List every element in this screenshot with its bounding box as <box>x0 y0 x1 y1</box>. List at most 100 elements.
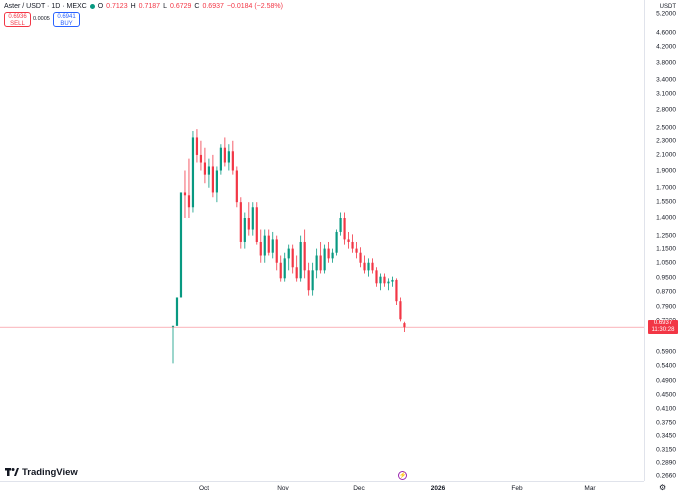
time-tick-label: Nov <box>277 485 289 492</box>
candle-body <box>303 241 306 271</box>
candle-body <box>367 262 370 271</box>
price-tick-label: 5.2000 <box>656 10 676 18</box>
candle <box>183 170 187 218</box>
candle-body <box>335 231 338 253</box>
candle <box>175 297 179 326</box>
time-tick-label: Dec <box>353 485 365 492</box>
price-tick-label: 2.5000 <box>656 124 676 132</box>
candle-body <box>247 218 250 230</box>
tradingview-logo[interactable]: TradingView <box>5 467 78 478</box>
candle <box>171 325 175 364</box>
candle-body <box>271 239 274 253</box>
chart-area[interactable] <box>0 0 644 481</box>
candle <box>187 158 191 218</box>
candle <box>391 276 394 287</box>
candle-body <box>287 248 290 259</box>
candle-body <box>299 241 302 279</box>
time-axis[interactable]: Oct Nov Dec 2026 Feb Mar <box>0 481 644 495</box>
candle-body <box>375 270 378 284</box>
candle-body <box>391 279 394 282</box>
candle <box>315 248 318 279</box>
candle-body <box>215 170 218 193</box>
candle <box>219 144 222 175</box>
market-status-icon <box>89 4 95 9</box>
time-tick-label: Mar <box>584 485 596 492</box>
time-tick-label: Feb <box>511 485 523 492</box>
price-tick-label: 0.4900 <box>656 377 676 385</box>
spread-value: 0.0005 <box>33 16 50 22</box>
price-chart[interactable] <box>0 0 644 481</box>
symbol-title[interactable]: Aster / USDT · 1D · MEXC <box>4 3 87 10</box>
candle <box>335 229 338 256</box>
candle <box>195 129 199 163</box>
candle <box>291 244 294 274</box>
high-value: 0.7187 <box>138 3 161 10</box>
price-tick-label: 2.3000 <box>656 137 676 145</box>
candle <box>259 229 262 263</box>
price-tick-label: 3.1000 <box>656 90 676 98</box>
buy-label: BUY <box>60 20 73 27</box>
candle <box>247 202 250 236</box>
candle-body <box>363 262 366 271</box>
candle-body <box>275 239 278 263</box>
price-axis[interactable]: USDT 5.2000 4.6000 4.2000 3.8000 3.4000 3.100… <box>644 0 680 481</box>
candle <box>323 244 326 274</box>
brand-name: TradingView <box>22 467 78 478</box>
candle <box>231 140 234 175</box>
candle-body <box>331 252 334 259</box>
time-tick-label: 2026 <box>430 485 446 492</box>
candle-body <box>403 323 406 328</box>
candle-body <box>191 137 195 208</box>
candle <box>375 267 378 287</box>
candle <box>263 229 266 263</box>
candle <box>287 244 290 271</box>
candle-body <box>347 239 350 242</box>
low-value: 0.6729 <box>169 3 192 10</box>
candle <box>191 130 195 213</box>
candle <box>399 297 402 322</box>
low-label: L <box>163 3 167 10</box>
candle-body <box>223 147 226 163</box>
time-tick-label: Oct <box>198 485 210 492</box>
change-value: −0.0184 (−2.58%) <box>226 3 283 10</box>
candle-body <box>311 270 314 291</box>
candle-body <box>379 276 382 284</box>
price-tick-label: 1.4000 <box>656 214 676 222</box>
candle-body <box>339 218 342 232</box>
candle-body <box>227 151 230 163</box>
sell-price: 0.6936 <box>8 14 27 20</box>
candle <box>227 144 230 171</box>
price-tick-label: 2.1000 <box>656 151 676 159</box>
current-price-tag: 0.6937 11:30:28 <box>648 320 678 335</box>
buy-price: 0.6941 <box>57 14 76 20</box>
buy-button[interactable]: 0.6941 BUY <box>53 12 80 27</box>
sell-button[interactable]: 0.6936 SELL <box>4 12 31 27</box>
price-tick-label: 0.2890 <box>656 459 676 467</box>
gear-icon[interactable]: ⚙ <box>659 483 667 492</box>
candle <box>239 197 242 249</box>
candle <box>267 229 270 256</box>
candle <box>331 248 334 263</box>
candle-body <box>315 255 318 271</box>
candle <box>243 212 246 249</box>
price-tick-label: 0.7900 <box>656 303 676 311</box>
currency-label[interactable]: USDT <box>659 4 676 10</box>
flash-icon[interactable]: ⚡ <box>398 471 407 480</box>
candle <box>271 231 274 259</box>
candle <box>347 231 350 249</box>
open-value: 0.7123 <box>106 3 128 10</box>
candle <box>367 258 370 277</box>
candle <box>211 154 214 198</box>
price-tick-label: 1.2500 <box>656 232 676 240</box>
price-tick-label: 0.3450 <box>656 432 676 440</box>
candle-body <box>307 270 310 291</box>
current-price-value: 0.6937 <box>653 320 673 327</box>
candle-body <box>187 195 191 208</box>
price-tick-label: 1.5500 <box>656 198 676 206</box>
candle <box>283 252 286 282</box>
candle-body <box>183 192 187 196</box>
candle-body <box>243 218 246 242</box>
candle <box>207 158 211 188</box>
candle <box>355 241 358 259</box>
candle <box>339 212 342 236</box>
